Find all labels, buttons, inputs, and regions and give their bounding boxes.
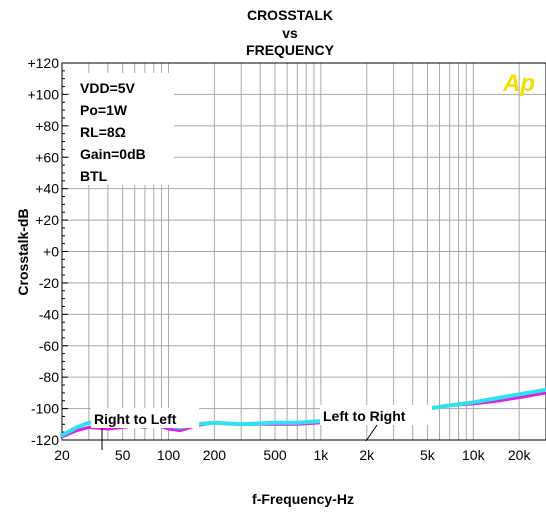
chart-title-line-3: FREQUENCY (246, 42, 335, 58)
chart-title-line-1: CROSSTALK (247, 7, 333, 23)
y-axis-label: Crosstalk-dB (15, 208, 31, 295)
condition-gain: Gain=0dB (80, 146, 146, 162)
conditions-box (70, 73, 174, 185)
x-tick-label: 20k (508, 447, 532, 463)
x-tick-label: 2k (359, 447, 375, 463)
condition-rl: RL=8Ω (80, 124, 126, 140)
x-tick-label: 100 (157, 447, 181, 463)
chart-title-line-2: vs (282, 25, 298, 41)
y-tick-label: +120 (27, 55, 59, 71)
y-tick-label: +20 (35, 212, 59, 228)
x-tick-label: 200 (203, 447, 227, 463)
annotation-right-to-left-bg (91, 408, 199, 428)
x-tick-label: 500 (263, 447, 287, 463)
condition-vdd: VDD=5V (80, 80, 136, 96)
y-tick-label: -100 (31, 401, 59, 417)
y-tick-label: +100 (27, 86, 59, 102)
y-tick-label: -20 (39, 275, 59, 291)
annotation-left-to-right: Left to Right (323, 408, 406, 424)
y-tick-label: +40 (35, 181, 59, 197)
condition-btl: BTL (80, 168, 108, 184)
ap-logo: Ap (502, 70, 535, 97)
x-tick-label: 10k (462, 447, 486, 463)
y-tick-label: -40 (39, 306, 59, 322)
annotation-left-to-right-pointer (365, 424, 378, 442)
y-tick-label: +80 (35, 118, 59, 134)
y-tick-label: -80 (39, 369, 59, 385)
annotation-left-to-right-bg (320, 405, 432, 425)
x-tick-label: 1k (314, 447, 330, 463)
x-axis-ticks: 20 50 100 200 500 1k 2k 5k 10k 20k (54, 447, 531, 463)
y-tick-label: +60 (35, 149, 59, 165)
condition-po: Po=1W (80, 102, 128, 118)
annotation-right-to-left: Right to Left (94, 411, 177, 427)
y-tick-label: -60 (39, 338, 59, 354)
x-tick-label: 20 (54, 447, 70, 463)
x-axis-label: f-Frequency-Hz (252, 491, 354, 507)
y-tick-label: +0 (43, 244, 59, 260)
x-tick-label: 5k (420, 447, 436, 463)
y-tick-label: -120 (31, 432, 59, 448)
x-tick-label: 50 (115, 447, 131, 463)
y-axis-ticks: +120 +100 +80 +60 +40 +20 +0 -20 -40 -60 -80 -100 -1… (27, 55, 68, 448)
